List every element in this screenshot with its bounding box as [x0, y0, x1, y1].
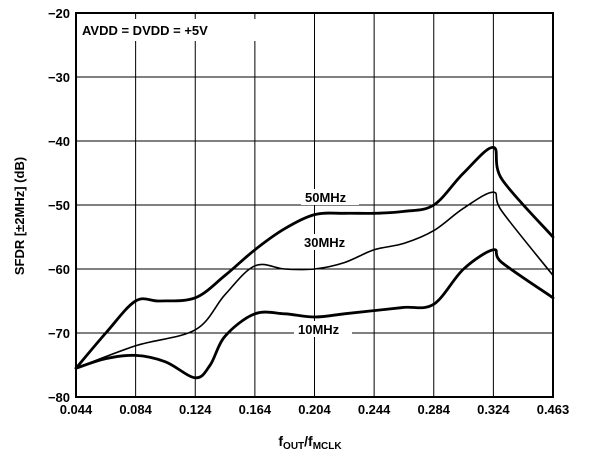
y-axis-label: SFDR [±2MHz] (dB)	[12, 157, 27, 275]
x-tick-label: 0.164	[239, 402, 272, 417]
x-tick-label: 0.324	[477, 402, 510, 417]
x-tick-label: 0.124	[179, 402, 212, 417]
chart-annotation: AVDD = DVDD = +5V	[82, 23, 208, 38]
series-line-30mhz	[75, 191, 554, 369]
plot-frame	[75, 12, 554, 398]
x-axis-label-sub1: OUT	[283, 441, 304, 452]
series-label-30mhz: 30MHz	[304, 235, 346, 250]
y-tick-label: −30	[48, 70, 70, 85]
y-tick-labels: −20 −30 −40 −50 −60 −70 −80	[48, 6, 70, 405]
y-tick-label: −20	[48, 6, 70, 21]
series-label-bg-50mhz	[301, 189, 359, 205]
series-line-50mhz	[74, 146, 555, 370]
x-tick-labels: 0.044 0.084 0.124 0.164 0.204 0.244 0.284 0.324…	[60, 402, 570, 417]
y-tick-label: −50	[48, 198, 70, 213]
series-label-bg-10mhz	[294, 321, 352, 337]
x-axis-label: fOUT/fMCLK	[278, 433, 342, 452]
series-line-10mhz	[74, 248, 555, 380]
series-label-10mhz: 10MHz	[298, 322, 340, 337]
x-tick-label: 0.284	[417, 402, 450, 417]
x-tick-label: 0.084	[119, 402, 152, 417]
x-tick-label: 0.044	[60, 402, 93, 417]
x-tick-label: 0.244	[358, 402, 391, 417]
series-lines	[74, 146, 555, 380]
x-axis-label-main: f	[278, 433, 283, 449]
y-tick-label: −40	[48, 134, 70, 149]
series-label-bg-30mhz	[300, 234, 358, 250]
x-tick-label: 0.463	[537, 402, 570, 417]
y-tick-label: −70	[48, 326, 70, 341]
annotation-background	[78, 19, 258, 41]
y-tick-label: −80	[48, 390, 70, 405]
x-axis-label-mid: /f	[304, 433, 313, 449]
x-tick-label: 0.204	[298, 402, 331, 417]
y-tick-label: −60	[48, 262, 70, 277]
x-axis-label-sub2: MCLK	[313, 441, 343, 452]
series-label-50mhz: 50MHz	[305, 190, 347, 205]
